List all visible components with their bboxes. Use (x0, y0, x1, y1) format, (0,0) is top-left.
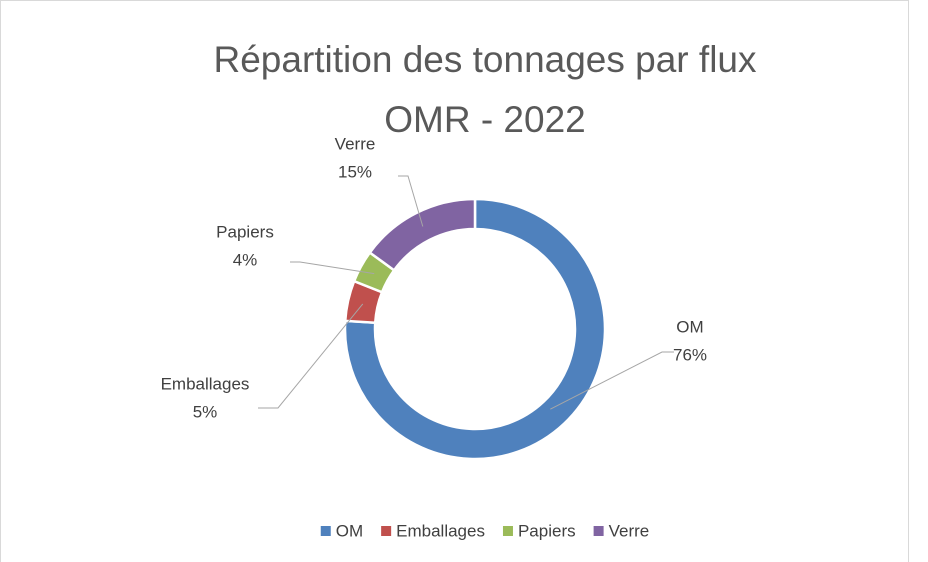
legend-label: Verre (609, 521, 650, 540)
leader-line (258, 303, 364, 409)
donut-slice (368, 197, 477, 272)
chart-title: OMR - 2022 (384, 99, 586, 140)
legend-swatch (381, 526, 392, 536)
legend: OM Emballages Papiers Verre (320, 521, 650, 540)
donut-slice (343, 197, 607, 461)
data-label: 4% (233, 250, 258, 269)
data-label-name: Verre (335, 134, 376, 153)
leader-line (290, 261, 375, 275)
legend-label: Emballages (396, 521, 485, 540)
legend-label: OM (336, 521, 363, 540)
leader-line (550, 351, 674, 410)
chart-title: Répartition des tonnages par flux (213, 39, 757, 80)
data-label: 76% (673, 345, 707, 364)
data-label: 15% (338, 162, 372, 181)
chart-frame (0, 0, 909, 562)
data-label-name: Emballages (161, 374, 250, 393)
leader-line (398, 175, 424, 227)
legend-swatch (320, 526, 331, 536)
data-label: 5% (193, 402, 218, 421)
legend-label: Papiers (518, 521, 576, 540)
legend-swatch (593, 526, 604, 536)
legend-swatch (502, 526, 513, 536)
data-label-name: OM (676, 317, 703, 336)
data-label-name: Papiers (216, 222, 274, 241)
